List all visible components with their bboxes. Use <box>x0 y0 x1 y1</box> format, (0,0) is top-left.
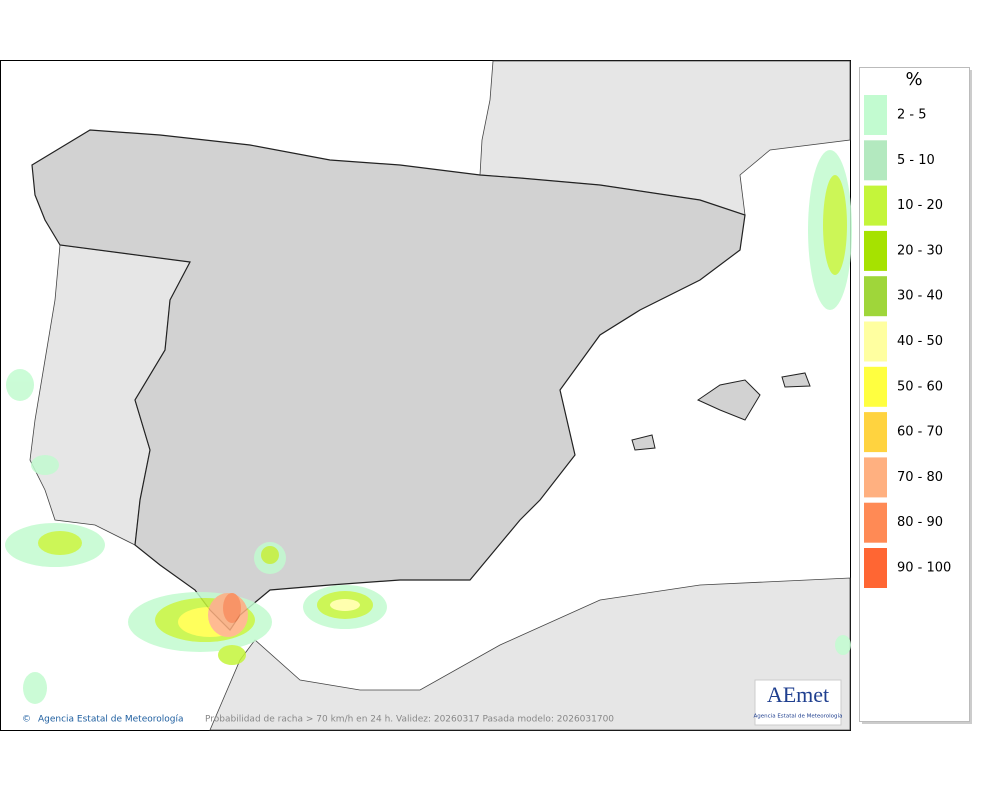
logo: AEmet <box>767 682 829 707</box>
land-africa <box>209 577 851 731</box>
area <box>6 369 34 401</box>
area <box>38 531 82 555</box>
legend-swatch <box>864 140 887 181</box>
area <box>823 175 847 275</box>
area <box>261 546 279 564</box>
legend-swatch <box>864 185 887 226</box>
legend-title: % <box>905 69 922 90</box>
area <box>218 645 246 665</box>
area <box>835 635 851 655</box>
legend-label: 40 - 50 <box>897 334 943 349</box>
land-spain <box>31 129 746 631</box>
legend-label: 20 - 30 <box>897 243 943 258</box>
legend-swatch <box>864 366 887 407</box>
legend-label: 90 - 100 <box>897 561 951 576</box>
legend-swatch <box>864 457 887 498</box>
area <box>223 593 241 623</box>
credit: Agencia Estatal de Meteorología <box>38 715 184 725</box>
logo-box <box>754 679 842 726</box>
legend-swatch <box>864 276 887 317</box>
logo-subtitle: Agencia Estatal de Meteorología <box>754 713 843 720</box>
island-ibiza <box>631 434 656 451</box>
legend-label: 70 - 80 <box>897 470 943 485</box>
island-mallorca <box>696 379 761 421</box>
legend-label: 30 - 40 <box>897 289 943 304</box>
legend-label: 80 - 90 <box>897 515 943 530</box>
area <box>23 672 47 704</box>
legend-label: 2 - 5 <box>897 108 927 123</box>
legend-swatch <box>864 321 887 362</box>
island-menorca <box>781 372 811 388</box>
copyright-symbol: © <box>22 715 31 725</box>
legend-swatch <box>864 412 887 453</box>
legend-label: 60 - 70 <box>897 425 943 440</box>
legend-swatch <box>864 95 887 135</box>
legend-items: 2 - 5 5 - 10 10 - 20 20 - 30 30 - 40 40 - 50 5… <box>864 95 951 588</box>
legend-label: 50 - 60 <box>897 379 943 394</box>
legend-swatch <box>864 230 887 271</box>
legend-label: 5 - 10 <box>897 153 935 168</box>
area <box>31 455 59 475</box>
legend-label: 10 - 20 <box>897 198 943 213</box>
legend-swatch <box>864 502 887 543</box>
area <box>330 599 360 611</box>
probability-areas <box>5 150 852 704</box>
caption: Probabilidad de racha > 70 km/h en 24 h.… <box>205 715 614 725</box>
legend-swatch <box>864 548 887 588</box>
